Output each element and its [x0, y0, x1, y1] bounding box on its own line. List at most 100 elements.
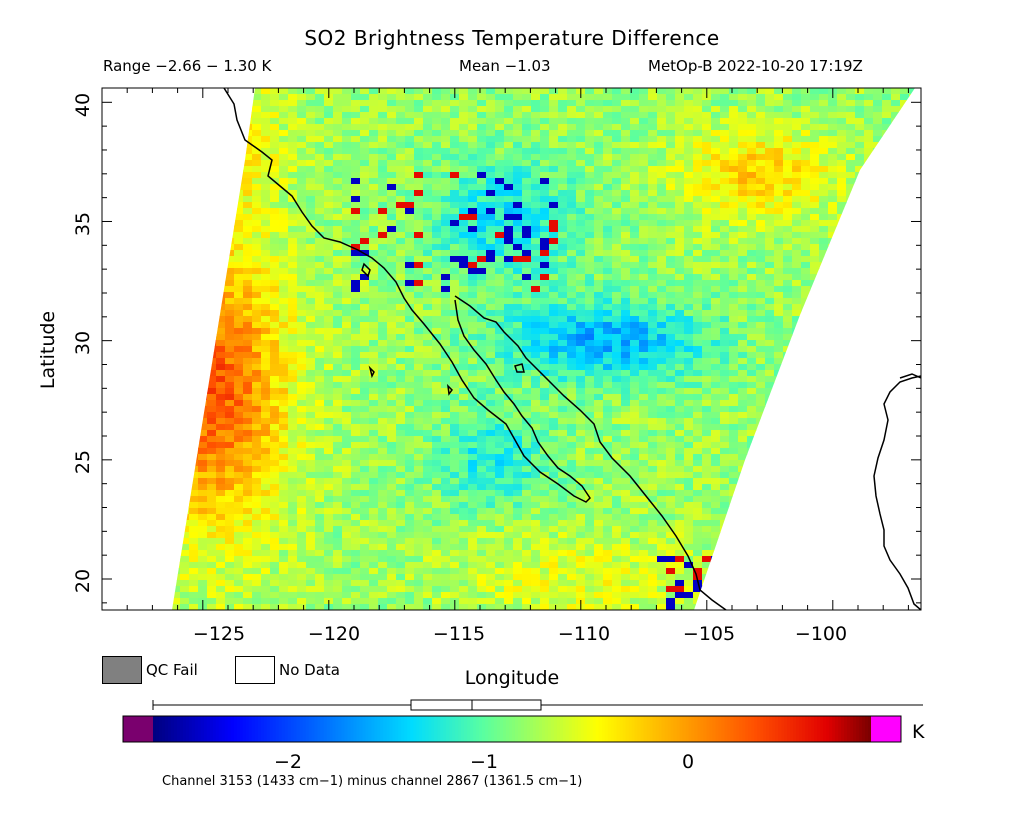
data-cell [216, 214, 226, 221]
data-cell [900, 382, 910, 389]
data-cell [252, 382, 262, 389]
data-cell [738, 412, 748, 419]
data-cell [549, 370, 559, 377]
data-cell [531, 208, 541, 215]
data-cell [738, 340, 748, 347]
data-cell [531, 268, 541, 275]
data-cell [441, 160, 451, 167]
data-cell [783, 274, 793, 281]
data-cell [360, 352, 370, 359]
data-cell [603, 178, 613, 185]
data-cell [198, 328, 208, 335]
data-cell [693, 358, 703, 365]
data-cell [225, 382, 235, 389]
data-cell [837, 400, 847, 407]
data-cell [369, 310, 379, 317]
data-cell [675, 418, 685, 425]
data-cell [612, 184, 622, 191]
data-cell [315, 340, 325, 347]
data-cell [585, 100, 595, 107]
data-cell [855, 106, 865, 113]
data-cell [172, 400, 181, 407]
data-cell [837, 370, 847, 377]
data-cell [531, 352, 541, 359]
data-cell [189, 262, 199, 269]
data-cell [684, 340, 694, 347]
data-cell [594, 226, 604, 233]
data-cell [172, 220, 181, 227]
data-cell [522, 304, 532, 311]
data-cell [801, 322, 811, 329]
data-cell [738, 190, 748, 197]
data-cell [207, 322, 217, 329]
data-cell [576, 352, 586, 359]
data-cell [234, 94, 244, 101]
data-cell [657, 244, 667, 251]
data-cell [801, 250, 811, 257]
data-cell [585, 172, 595, 179]
data-cell [873, 178, 883, 185]
data-cell [720, 250, 730, 257]
data-cell [783, 184, 793, 191]
data-cell [234, 136, 244, 143]
data-cell [243, 424, 253, 431]
data-cell [198, 238, 208, 245]
data-cell [801, 124, 811, 131]
data-cell [396, 406, 406, 413]
data-cell [882, 94, 892, 101]
data-cell [459, 418, 469, 425]
data-cell [585, 346, 595, 353]
data-cell [504, 322, 514, 329]
data-cell [576, 190, 586, 197]
data-cell [360, 280, 370, 287]
data-cell [468, 388, 478, 395]
data-cell [792, 376, 802, 383]
data-cell [837, 352, 847, 359]
data-cell [369, 250, 379, 257]
data-cell [531, 340, 541, 347]
data-cell [162, 364, 172, 371]
data-cell [387, 184, 397, 191]
data-cell [891, 106, 901, 113]
data-cell [567, 226, 577, 233]
data-cell [279, 394, 289, 401]
data-cell [261, 124, 271, 131]
data-cell [423, 94, 433, 101]
data-cell [684, 148, 694, 155]
data-cell [846, 184, 856, 191]
data-cell [621, 112, 631, 119]
data-cell [423, 412, 433, 419]
data-cell [864, 400, 874, 407]
data-cell [189, 136, 199, 143]
data-cell [909, 262, 915, 269]
data-cell [270, 208, 280, 215]
data-cell [603, 112, 613, 119]
data-cell [549, 106, 559, 113]
data-cell [828, 142, 838, 149]
data-cell [531, 406, 541, 413]
data-cell [747, 142, 757, 149]
data-cell [495, 88, 505, 95]
data-cell [873, 376, 883, 383]
data-cell [162, 388, 172, 395]
data-cell [477, 394, 487, 401]
data-cell [288, 244, 298, 251]
data-cell [288, 322, 298, 329]
data-cell [891, 316, 901, 323]
data-cell [900, 412, 910, 419]
data-cell [234, 238, 244, 245]
data-cell [216, 364, 226, 371]
data-cell [657, 112, 667, 119]
data-cell [603, 280, 613, 287]
data-cell [594, 406, 604, 413]
data-cell [603, 148, 613, 155]
data-cell [315, 412, 325, 419]
data-cell [819, 286, 829, 293]
data-cell [765, 298, 775, 305]
data-cell [657, 220, 667, 227]
data-cell [468, 130, 478, 137]
data-cell [369, 334, 379, 341]
data-cell [711, 382, 721, 389]
data-cell [504, 160, 514, 167]
data-cell [522, 208, 532, 215]
